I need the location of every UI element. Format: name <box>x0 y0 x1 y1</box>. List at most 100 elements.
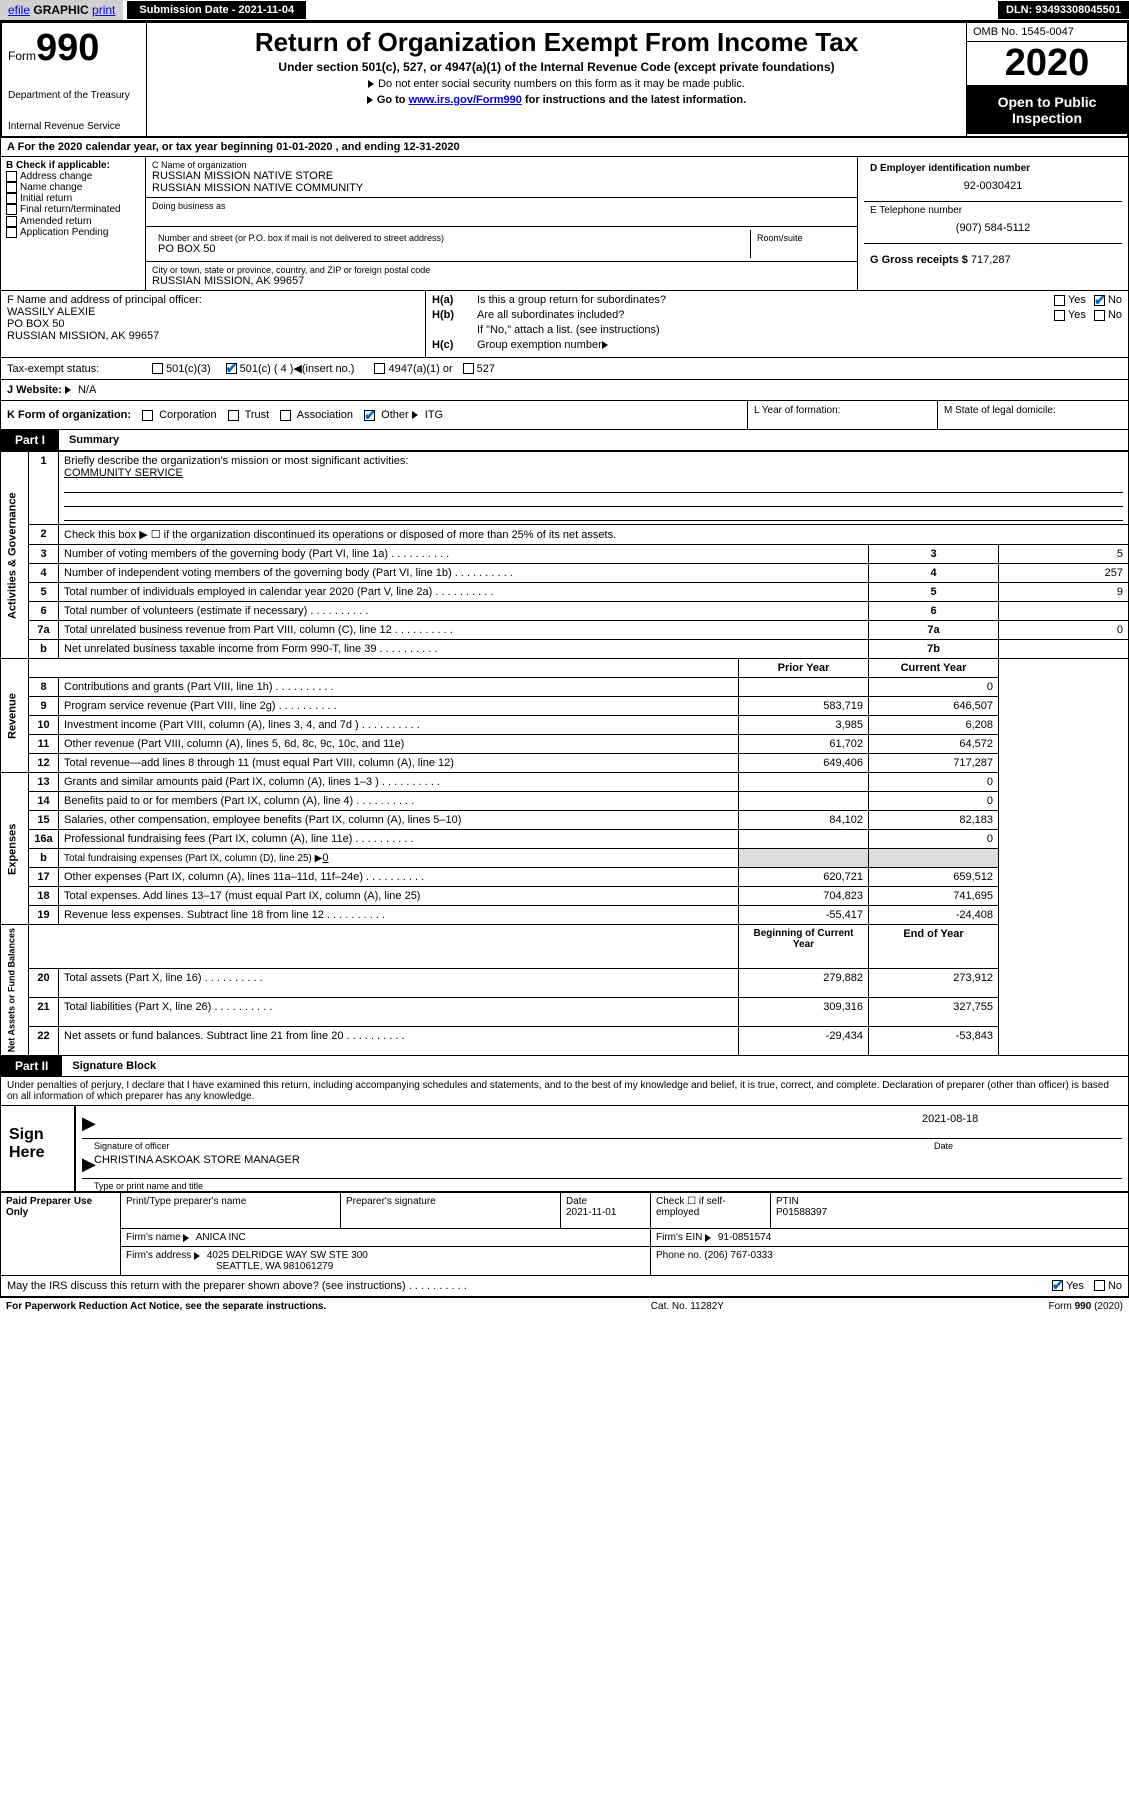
val-14-cy: 0 <box>869 792 999 811</box>
line-18: Total expenses. Add lines 13–17 (must eq… <box>64 890 420 902</box>
checkbox-icon[interactable] <box>1054 310 1065 321</box>
firm-ein-label: Firm's EIN <box>656 1232 702 1243</box>
val-19-cy: -24,408 <box>869 906 999 925</box>
omb-number: OMB No. 1545-0047 <box>967 23 1127 42</box>
checkbox-icon[interactable] <box>6 182 17 193</box>
val-5: 9 <box>999 583 1129 602</box>
efile-link[interactable]: efile <box>8 3 30 17</box>
line-8: Contributions and grants (Part VIII, lin… <box>64 681 334 693</box>
hc-text: Group exemption number <box>477 339 602 351</box>
irs-link[interactable]: www.irs.gov/Form990 <box>409 94 522 106</box>
org-name-1: RUSSIAN MISSION NATIVE STORE <box>152 170 851 182</box>
line-14: Benefits paid to or for members (Part IX… <box>64 795 414 807</box>
firm-addr-label: Firm's address <box>126 1250 191 1261</box>
officer-name: WASSILY ALEXIE <box>7 306 419 318</box>
bcy-hdr: Beginning of Current Year <box>739 925 869 969</box>
val-8-py <box>739 678 869 697</box>
line-num: 20 <box>29 969 59 998</box>
print-name-label: Print/Type preparer's name <box>121 1193 341 1229</box>
val-11-py: 61,702 <box>739 735 869 754</box>
arrow-icon <box>368 80 374 88</box>
website-label: J Website: <box>7 384 62 396</box>
name-title-val: CHRISTINA ASKOAK STORE MANAGER <box>94 1154 1122 1175</box>
checkbox-icon[interactable] <box>1094 310 1105 321</box>
line-21: Total liabilities (Part X, line 26) <box>64 1001 272 1013</box>
val-6 <box>999 602 1129 621</box>
arrow-icon <box>602 341 608 349</box>
type-name-label: Type or print name and title <box>76 1181 1128 1191</box>
footer-right: Form 990 (2020) <box>1049 1301 1123 1312</box>
checkbox-icon[interactable] <box>6 171 17 182</box>
checkbox-icon[interactable] <box>142 410 153 421</box>
checkbox-icon[interactable] <box>1094 1280 1105 1291</box>
ha-text: Is this a group return for subordinates? <box>477 294 1054 306</box>
check-amended: Amended return <box>6 216 140 227</box>
line-7b: Net unrelated business taxable income fr… <box>64 643 438 655</box>
org-name-2: RUSSIAN MISSION NATIVE COMMUNITY <box>152 182 851 194</box>
tel-label: E Telephone number <box>870 205 1116 216</box>
checkbox-icon[interactable] <box>1054 295 1065 306</box>
paid-preparer-table: Paid Preparer Use Only Print/Type prepar… <box>0 1192 1129 1276</box>
part-i-tab: Part I <box>1 430 59 450</box>
tel-value: (907) 584-5112 <box>870 216 1116 240</box>
ref-7a: 7a <box>869 621 999 640</box>
current-year-hdr: Current Year <box>869 659 999 678</box>
checkbox-icon[interactable] <box>364 410 375 421</box>
checkbox-icon[interactable] <box>6 193 17 204</box>
val-17-cy: 659,512 <box>869 868 999 887</box>
section-b-header: B Check if applicable: <box>6 160 140 171</box>
check-pending: Application Pending <box>6 227 140 238</box>
graphic-label: GRAPHIC <box>33 3 88 17</box>
checkbox-icon[interactable] <box>152 363 163 374</box>
val-8-cy: 0 <box>869 678 999 697</box>
line-4: Number of independent voting members of … <box>64 567 513 579</box>
print-link[interactable]: print <box>92 3 115 17</box>
checkbox-icon[interactable] <box>6 216 17 227</box>
line-7a: Total unrelated business revenue from Pa… <box>64 624 453 636</box>
line-num: b <box>29 849 59 868</box>
checkbox-icon[interactable] <box>463 363 474 374</box>
line-16b: Total fundraising expenses (Part IX, col… <box>64 853 322 864</box>
ptin-val: P01588397 <box>776 1207 827 1218</box>
arrow-icon <box>367 96 373 104</box>
line-num: 11 <box>29 735 59 754</box>
addr-label: Number and street (or P.O. box if mail i… <box>158 233 744 243</box>
line-num: 21 <box>29 998 59 1027</box>
checkbox-icon[interactable] <box>1094 295 1105 306</box>
section-bcd: B Check if applicable: Address change Na… <box>0 157 1129 291</box>
check-final: Final return/terminated <box>6 204 140 215</box>
line-12: Total revenue—add lines 8 through 11 (mu… <box>64 757 454 769</box>
line-20: Total assets (Part X, line 16) <box>64 972 263 984</box>
ref-7b: 7b <box>869 640 999 659</box>
form-title: Return of Organization Exempt From Incom… <box>157 27 956 58</box>
footer-left: For Paperwork Reduction Act Notice, see … <box>6 1301 326 1312</box>
arrow-icon: ▶ <box>82 1113 94 1135</box>
checkbox-icon[interactable] <box>228 410 239 421</box>
checkbox-icon[interactable] <box>6 227 17 238</box>
submission-date: Submission Date - 2021-11-04 <box>127 1 306 19</box>
val-18-cy: 741,695 <box>869 887 999 906</box>
top-bar: efile GRAPHIC print Submission Date - 20… <box>0 0 1129 21</box>
room-label: Room/suite <box>757 233 845 243</box>
website-value: N/A <box>78 384 96 396</box>
org-address: PO BOX 50 <box>158 243 744 255</box>
checkbox-icon[interactable] <box>280 410 291 421</box>
line-num: 13 <box>29 773 59 792</box>
dept-treasury: Department of the Treasury <box>8 90 140 101</box>
checkbox-icon[interactable] <box>1052 1280 1063 1291</box>
paid-prep-label: Paid Preparer Use Only <box>1 1193 121 1276</box>
check-self: Check ☐ if self-employed <box>651 1193 771 1229</box>
line-num: 10 <box>29 716 59 735</box>
prep-date-label: Date <box>566 1196 587 1207</box>
line-num: 1 <box>29 452 59 525</box>
part-ii-header: Part II Signature Block <box>0 1056 1129 1077</box>
note-link: Go to www.irs.gov/Form990 for instructio… <box>157 94 956 106</box>
val-19-py: -55,417 <box>739 906 869 925</box>
arrow-icon <box>65 386 71 394</box>
arrow-icon <box>183 1234 189 1242</box>
checkbox-icon[interactable] <box>6 204 17 215</box>
checkbox-icon[interactable] <box>374 363 385 374</box>
tax-year: 2020 <box>967 42 1127 86</box>
checkbox-icon[interactable] <box>226 363 237 374</box>
side-revenue: Revenue <box>1 659 29 773</box>
